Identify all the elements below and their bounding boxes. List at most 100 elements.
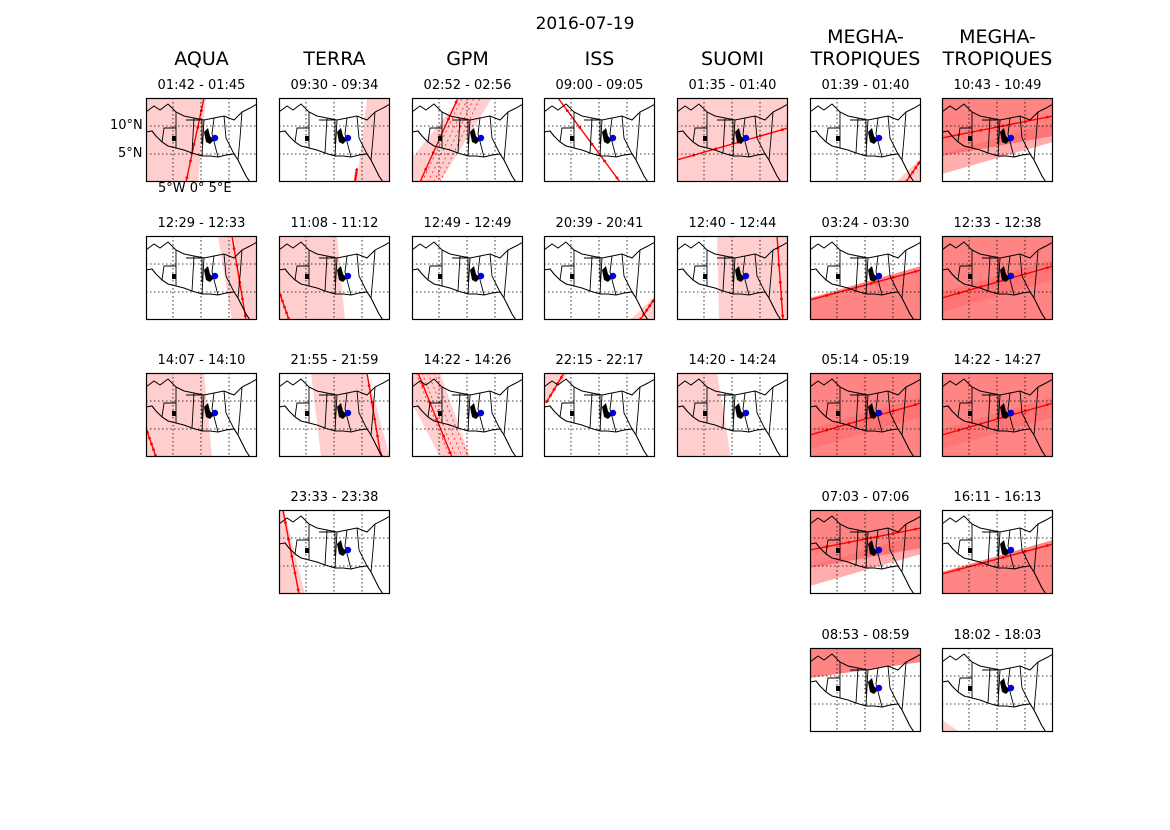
lake: [735, 266, 745, 282]
track-marker: [192, 142, 196, 146]
ground-track: [282, 510, 300, 594]
country-border: [850, 119, 867, 144]
country-border: [987, 117, 991, 154]
country-border: [503, 111, 509, 161]
track-marker: [559, 376, 563, 379]
country-border: [186, 257, 203, 282]
track-marker: [645, 308, 649, 312]
ground-track: [942, 265, 1053, 299]
track-marker: [152, 448, 155, 452]
pass-map-panel: [809, 235, 922, 321]
country-border: [146, 103, 257, 121]
pass-map-panel: [543, 372, 656, 458]
country-border: [742, 392, 750, 433]
country-border: [344, 392, 352, 433]
country-border: [1019, 390, 1031, 430]
track-marker: [354, 171, 358, 175]
country-border: [997, 257, 1001, 295]
track-marker: [917, 161, 921, 165]
country-border: [211, 255, 219, 296]
country-border: [887, 390, 899, 430]
country-border: [201, 119, 205, 157]
country-border: [146, 378, 257, 396]
country-border: [324, 117, 328, 154]
country-border: [559, 265, 574, 281]
pass-map-panel: [941, 647, 1054, 733]
map-frame: [941, 372, 1054, 458]
country-border: [344, 255, 352, 296]
map-frame: [411, 372, 524, 458]
site-marker: [742, 134, 750, 142]
country-border: [987, 529, 991, 566]
country-border: [754, 390, 766, 430]
map-frame: [809, 235, 922, 321]
site-marker: [211, 409, 219, 417]
lake: [836, 274, 840, 279]
map-frame: [676, 372, 789, 458]
country-border: [356, 253, 368, 293]
pass-map-panel: [145, 97, 258, 183]
satellite-column-title: ISS: [584, 48, 615, 70]
track-marker: [1046, 115, 1049, 119]
track-marker: [869, 282, 873, 285]
site-marker: [211, 272, 219, 280]
country-border: [754, 253, 766, 293]
track-marker: [367, 384, 371, 387]
track-marker: [232, 247, 236, 250]
lake: [602, 266, 612, 282]
ground-track: [942, 402, 1053, 436]
lake: [1000, 678, 1010, 694]
pass-map-panel: [411, 235, 524, 321]
pass-time-label: 11:08 - 11:12: [290, 216, 379, 231]
lake: [438, 136, 442, 141]
country-border: [319, 394, 336, 419]
country-border: [875, 667, 883, 708]
country-border: [356, 115, 368, 155]
country-border: [279, 515, 390, 533]
country-border: [294, 265, 309, 281]
pass-map-panel: [543, 235, 656, 321]
lake: [305, 548, 309, 553]
country-border: [887, 115, 899, 155]
country-border: [427, 265, 442, 281]
track-marker: [454, 100, 458, 104]
country-border: [356, 527, 368, 567]
country-border: [810, 378, 921, 396]
site-marker: [344, 272, 352, 280]
country-border: [237, 111, 243, 161]
map-frame: [543, 372, 656, 458]
site-marker: [211, 134, 219, 142]
country-border: [544, 378, 655, 396]
country-border: [211, 392, 219, 433]
country-border: [887, 665, 899, 705]
country-border: [717, 257, 734, 282]
country-border: [875, 255, 883, 296]
country-border: [742, 255, 750, 296]
swath-area: [810, 266, 921, 320]
map-frame: [941, 509, 1054, 595]
site-marker: [875, 272, 883, 280]
pass-time-label: 14:22 - 14:26: [423, 353, 512, 368]
site-marker: [875, 546, 883, 554]
map-frame: [809, 372, 922, 458]
country-border: [161, 127, 176, 143]
lake: [703, 136, 707, 141]
country-border: [319, 119, 336, 144]
track-marker: [447, 117, 450, 121]
country-border: [589, 117, 593, 154]
map-background: [544, 373, 655, 457]
country-border: [489, 390, 501, 430]
ground-track: [427, 98, 469, 182]
pass-map-panel: [411, 97, 524, 183]
lake: [470, 403, 480, 419]
country-border: [850, 394, 867, 419]
track-marker: [911, 170, 915, 174]
track-marker: [979, 128, 983, 132]
map-frame: [411, 235, 524, 321]
country-border: [621, 390, 633, 430]
pass-map-panel: [809, 97, 922, 183]
swath-area: [146, 373, 212, 457]
track-marker: [185, 176, 189, 180]
site-marker: [477, 409, 485, 417]
lake: [703, 411, 707, 416]
